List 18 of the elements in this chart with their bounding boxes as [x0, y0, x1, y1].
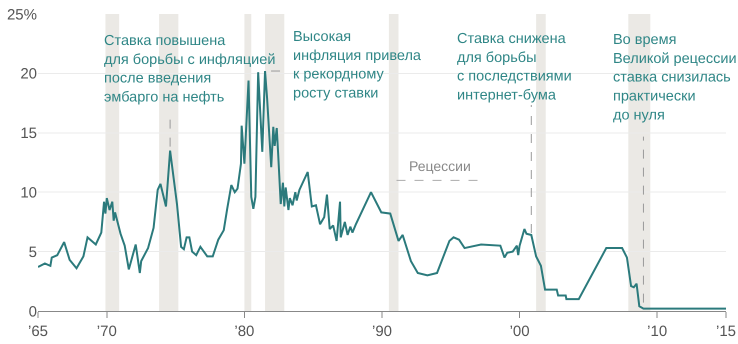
- y-tick-label: 5: [28, 244, 37, 261]
- x-tick-label: ’80: [234, 323, 254, 340]
- annotation: Высокая инфляция привела к рекордному росту ставки: [293, 29, 422, 102]
- y-tick-label: 0: [28, 303, 37, 320]
- annotation: Ставка снижена для борьбы с последствиями интернет-бума: [457, 31, 572, 104]
- x-tick-label: ’70: [96, 323, 117, 340]
- annotation: Ставка повышена для борьбы с инфляцией после введения эмбарго на нефть: [104, 33, 276, 106]
- y-tick-label: 15: [20, 125, 37, 142]
- band-label: Рецессии: [409, 158, 471, 174]
- x-tick-label: ’15: [716, 323, 736, 340]
- x-tick-label: ’90: [372, 323, 392, 340]
- y-tick-label: 25%: [6, 6, 37, 24]
- annotation: Во время Великой рецессии ставка снизилась практически до нуля: [613, 32, 737, 124]
- x-tick-label: ’00: [510, 323, 530, 340]
- x-tick-label: ’65: [28, 323, 48, 340]
- x-tick-label: ’10: [647, 323, 668, 340]
- y-tick-label: 20: [20, 66, 37, 83]
- y-tick-label: 10: [20, 184, 37, 202]
